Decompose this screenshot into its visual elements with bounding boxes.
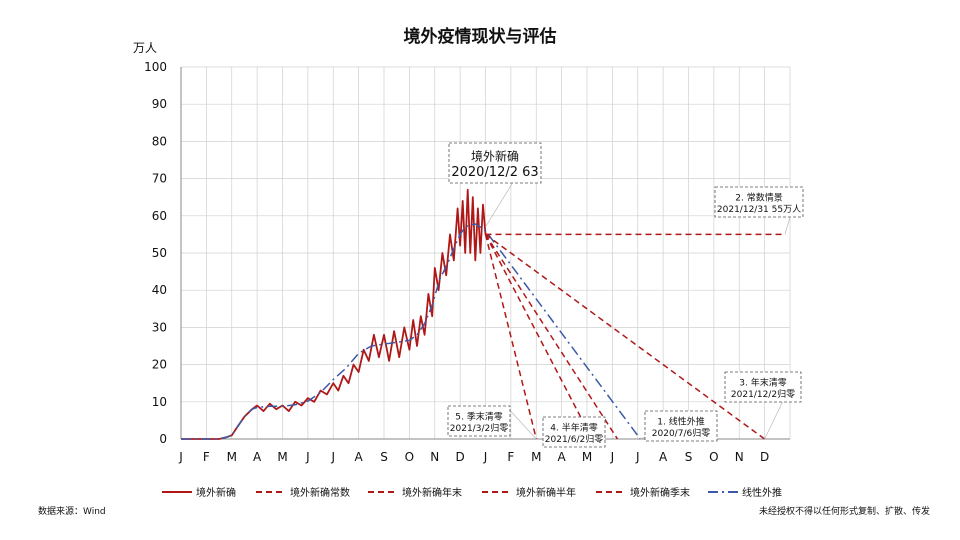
y-tick-label: 30: [152, 320, 167, 334]
series-line-0: [181, 188, 487, 440]
x-tick-label: N: [430, 450, 439, 464]
x-tick-label: J: [305, 450, 310, 464]
x-tick-label: J: [483, 450, 488, 464]
x-tick-label: M: [227, 450, 237, 464]
legend-label: 线性外推: [742, 486, 782, 499]
grid: [180, 66, 791, 440]
annotation-box: [724, 371, 802, 403]
chart-title: 境外疫情现状与评估: [404, 26, 557, 47]
x-tick-label: J: [178, 450, 183, 464]
legend-label: 境外新确半年: [516, 486, 576, 499]
series-line-4: [484, 233, 619, 440]
annotation-box: [447, 405, 511, 437]
annotation-box: [448, 142, 542, 184]
annotation-text: 5. 季末清零: [455, 411, 502, 423]
y-axis-label: 万人: [133, 41, 157, 55]
legend-label: 境外新确: [196, 486, 236, 499]
y-tick-label: 90: [152, 97, 167, 111]
annotation-box: [644, 410, 718, 442]
y-tick-label: 100: [144, 60, 167, 74]
x-tick-label: D: [456, 450, 465, 464]
x-tick-label: J: [635, 450, 640, 464]
x-tick-label: A: [355, 450, 364, 464]
source-note: 数据来源：Wind: [38, 505, 106, 517]
annotation-text: 4. 半年清零: [550, 422, 597, 434]
legend-label: 境外新确年末: [402, 486, 462, 499]
x-tick-label: O: [709, 450, 718, 464]
y-tick-label: 70: [152, 172, 167, 186]
y-tick-labels: 0 10 20 30 40 50 60 70 80 90 100: [144, 60, 167, 446]
y-tick-label: 80: [152, 134, 167, 148]
annotation-text: 2021/3/2归零: [450, 422, 508, 434]
annotation-box: [714, 186, 804, 218]
annotation-text: 1. 线性外推: [657, 416, 704, 428]
annotation-text: 2020/12/2 63: [451, 165, 538, 180]
x-tick-label: S: [380, 450, 388, 464]
x-tick-label: O: [405, 450, 414, 464]
x-tick-label: J: [610, 450, 615, 464]
footer-note: 未经授权不得以任何形式复制、扩散、传发: [759, 505, 930, 517]
annotation-text: 2020/7/6归零: [652, 427, 710, 439]
x-tick-label: J: [330, 450, 335, 464]
legend-label: 境外新确常数: [290, 486, 350, 499]
x-tick-label: A: [253, 450, 262, 464]
x-tick-label: F: [507, 450, 514, 464]
series-line-5: [484, 234, 538, 440]
x-tick-label: D: [760, 450, 769, 464]
y-tick-label: 10: [152, 395, 167, 409]
x-tick-label: S: [685, 450, 693, 464]
x-tick-label: N: [735, 450, 744, 464]
series-line-3: [485, 233, 766, 440]
x-tick-label: M: [582, 450, 592, 464]
annotation-box: [542, 416, 606, 448]
annotation-text: 2021/12/31 55万人: [717, 204, 801, 215]
x-tick-label: F: [203, 450, 210, 464]
annotation-leader: [505, 405, 537, 440]
legend: 境外新确 境外新确常数 境外新确年末 境外新确半年 境外新确季末 线性外推: [162, 486, 782, 499]
y-tick-label: 60: [152, 209, 167, 223]
series-line-1: [181, 223, 641, 440]
y-tick-label: 0: [159, 432, 167, 446]
x-tick-label: M: [277, 450, 287, 464]
y-tick-label: 50: [152, 246, 167, 260]
legend-label: 境外新确季末: [630, 486, 690, 499]
x-tick-label: M: [531, 450, 541, 464]
y-tick-label: 40: [152, 283, 167, 297]
y-tick-label: 20: [152, 358, 167, 372]
annotation-text: 2021/12/2归零: [731, 388, 795, 400]
series-line-6: [484, 234, 593, 440]
annotation-text: 境外新确: [471, 148, 519, 163]
series-lines: [181, 188, 785, 440]
annotation-text: 3. 年末清零: [739, 377, 786, 389]
x-tick-label: A: [558, 450, 567, 464]
x-tick-label: A: [659, 450, 668, 464]
annotation-text: 2021/6/2归零: [545, 433, 603, 445]
annotation-text: 2. 常数情景: [735, 192, 782, 204]
